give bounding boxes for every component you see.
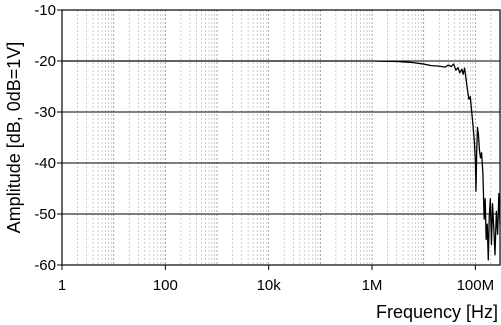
y-tick-label: -10 xyxy=(34,2,56,19)
y-tick-label: -40 xyxy=(34,155,56,172)
y-tick-label: -20 xyxy=(34,53,56,70)
series-line xyxy=(62,60,501,261)
x-tick-label: 100M xyxy=(457,277,495,294)
y-axis-label: Amplitude [dB, 0dB=1V] xyxy=(4,42,24,234)
x-tick-label: 1 xyxy=(58,277,66,294)
y-axis-ticks: -10 -20 -30 -40 -50 -60 xyxy=(34,2,62,274)
x-tick-label: 100 xyxy=(153,277,178,294)
x-axis-label: Frequency [Hz] xyxy=(376,302,498,322)
x-axis-ticks: 1 100 10k 1M 100M xyxy=(58,265,494,294)
y-tick-label: -50 xyxy=(34,206,56,223)
x-tick-label: 10k xyxy=(257,277,282,294)
y-tick-label: -60 xyxy=(34,257,56,274)
x-tick-label: 1M xyxy=(362,277,383,294)
major-grid xyxy=(61,9,500,266)
plot-frame xyxy=(61,9,501,266)
minor-grid xyxy=(77,10,501,265)
y-tick-label: -30 xyxy=(34,104,56,121)
